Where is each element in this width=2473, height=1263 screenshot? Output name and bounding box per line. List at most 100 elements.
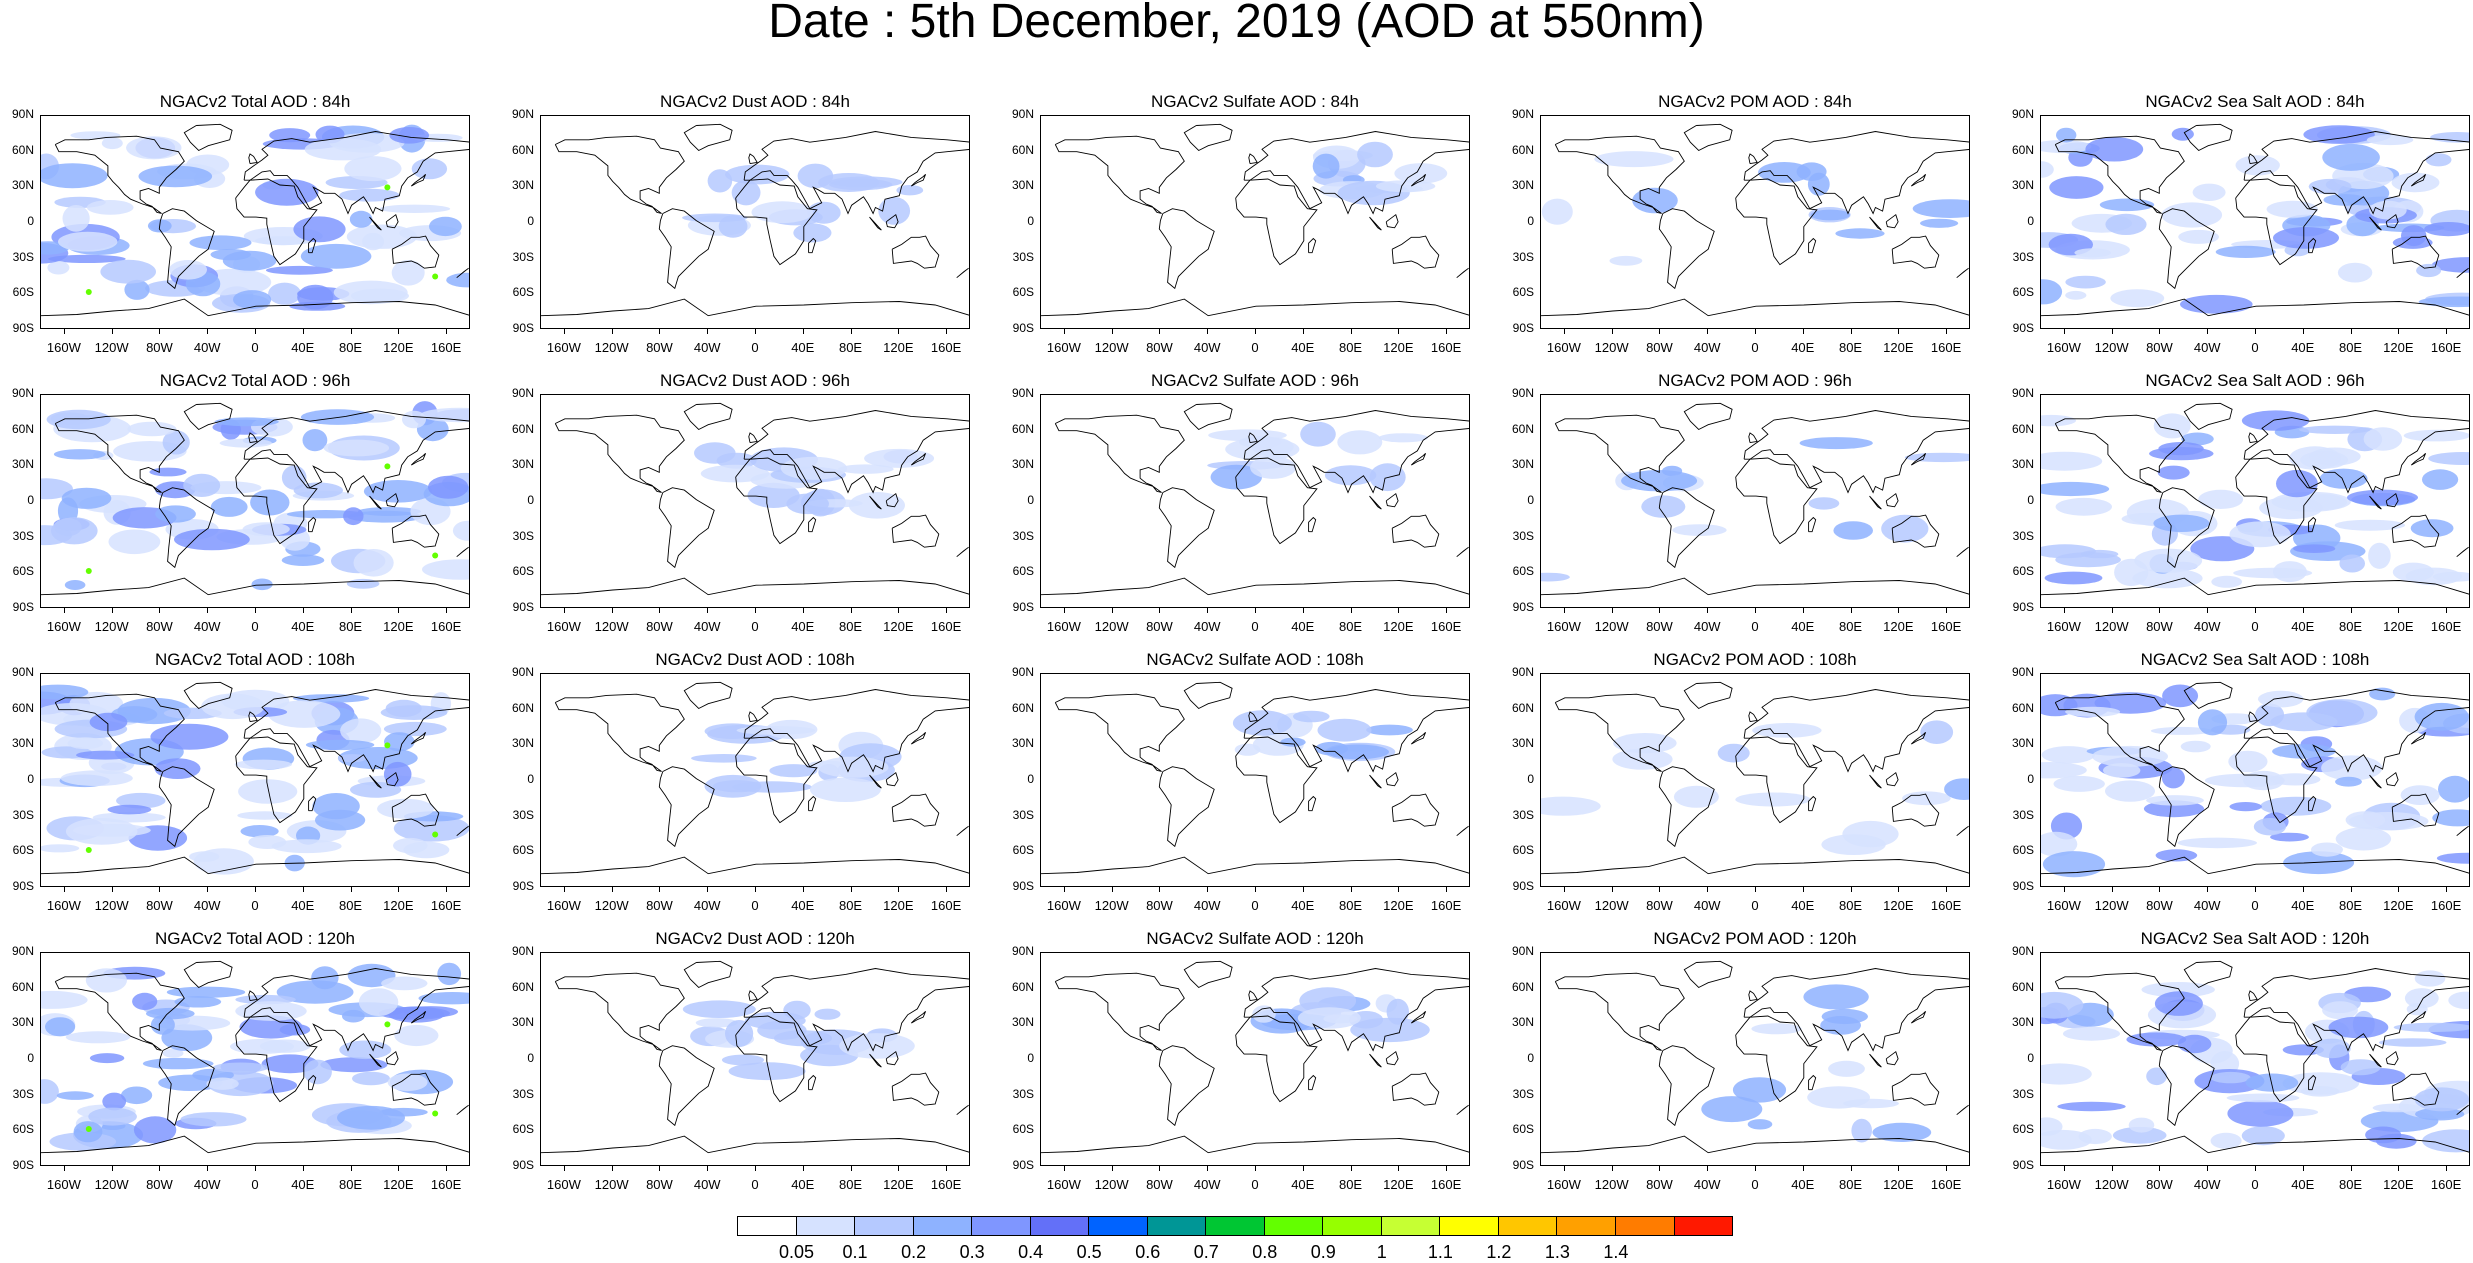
aod-blob — [1881, 514, 1929, 543]
map-frame — [540, 115, 970, 329]
coastline — [743, 410, 969, 494]
coastline — [1743, 410, 1969, 494]
latitude-label: 90N — [11, 386, 34, 400]
longitude-label: 0 — [751, 898, 759, 913]
longitude-tick — [802, 608, 804, 613]
latitude-label: 0 — [27, 1051, 34, 1065]
aod-blob — [251, 578, 273, 591]
latitude-label: 90S — [1512, 600, 1534, 614]
longitude-label: 40W — [193, 340, 221, 355]
aod-hotspot — [432, 552, 439, 559]
aod-blob — [219, 438, 272, 448]
aod-blob — [150, 1015, 175, 1035]
latitude-label: 30N — [1511, 178, 1534, 193]
longitude-tick — [159, 608, 161, 613]
aod-blob — [2041, 279, 2063, 305]
longitude-tick — [2350, 329, 2352, 334]
longitude-tick — [2207, 608, 2209, 613]
longitude-tick — [2446, 887, 2448, 892]
coastline — [1735, 736, 1818, 824]
longitude-label: 40E — [2291, 1177, 2315, 1192]
colorbar-swatch — [1556, 1216, 1616, 1236]
latitude-label: 60S — [1012, 1122, 1034, 1137]
latitude-label: 60S — [1012, 285, 1034, 300]
coastline — [1243, 131, 1469, 215]
aod-blob — [346, 578, 380, 589]
coastline — [1891, 235, 1940, 269]
aod-blob — [2432, 809, 2469, 827]
latitude-label: 90S — [512, 321, 534, 335]
latitude-label: 0 — [2027, 493, 2034, 507]
latitude-label: 60S — [2012, 285, 2034, 300]
map-frame — [1040, 115, 1470, 329]
longitude-tick — [802, 329, 804, 334]
coastline — [385, 213, 399, 229]
longitude-tick — [611, 329, 613, 334]
latitude-label: 60S — [2012, 564, 2034, 579]
latitude-label: 90S — [12, 1158, 34, 1172]
aod-hotspot — [432, 273, 439, 280]
longitude-tick — [1898, 608, 1900, 613]
longitude-label: 40E — [1791, 619, 1815, 634]
latitude-label: 60S — [12, 843, 34, 858]
aod-blob — [233, 290, 272, 309]
longitude-tick — [2063, 887, 2065, 892]
longitude-tick — [1850, 887, 1852, 892]
coastline — [308, 1074, 317, 1091]
aod-blob — [2044, 571, 2103, 585]
colorbar-swatch — [1029, 1216, 1090, 1236]
aod-blob — [2258, 690, 2304, 708]
coastline — [1385, 213, 1399, 229]
latitude-label: 0 — [1527, 772, 1534, 786]
coastline — [456, 546, 469, 558]
longitude-tick — [1850, 329, 1852, 334]
coastline — [658, 766, 715, 848]
longitude-tick — [2255, 329, 2256, 334]
longitude-label: 80E — [338, 898, 363, 913]
longitude-label: 120W — [2094, 619, 2129, 634]
coastline — [456, 1104, 469, 1116]
aod-field-map — [541, 681, 969, 875]
aod-blob — [174, 996, 222, 1008]
longitude-tick — [63, 1166, 65, 1171]
aod-blob — [817, 756, 889, 778]
latitude-label: 90N — [2011, 665, 2034, 679]
aod-blob — [65, 818, 138, 845]
longitude-tick — [1111, 608, 1113, 613]
aod-blob — [2260, 796, 2332, 816]
aod-blob — [2146, 795, 2204, 806]
aod-blob — [1920, 218, 1959, 228]
longitude-tick — [1446, 887, 1448, 892]
aod-blob — [2041, 831, 2078, 857]
coastline — [1054, 414, 1185, 493]
longitude-tick — [1850, 608, 1852, 613]
longitude-tick — [1707, 1166, 1709, 1171]
aod-blob — [2345, 811, 2386, 829]
coastline — [2054, 972, 2185, 1051]
aod-blob — [2132, 568, 2203, 589]
aod-blob — [1803, 984, 1869, 1010]
coastline — [248, 990, 258, 1002]
longitude-tick — [255, 329, 256, 334]
aod-blob — [76, 750, 135, 760]
longitude-tick — [1111, 1166, 1113, 1171]
longitude-tick — [1302, 608, 1304, 613]
aod-blob — [138, 165, 213, 188]
aod-blob — [429, 216, 462, 237]
longitude-label: 120E — [1883, 1177, 1914, 1192]
longitude-label: 120E — [883, 898, 914, 913]
coastline — [183, 681, 233, 710]
aod-blob — [810, 777, 881, 802]
panel-title: NGACv2 Sea Salt AOD : 84h — [2145, 92, 2365, 111]
longitude-label: 80E — [338, 340, 363, 355]
longitude-label: 80W — [1146, 1177, 1173, 1192]
longitude-label: 40E — [291, 340, 315, 355]
coastline — [410, 173, 427, 187]
longitude-label: 0 — [2251, 340, 2259, 355]
map-frame — [40, 673, 470, 887]
latitude-label: 60N — [11, 142, 34, 157]
coastline — [658, 208, 715, 290]
coastline — [885, 213, 899, 229]
aod-field-map — [41, 401, 469, 596]
aod-blob — [1300, 421, 1336, 447]
